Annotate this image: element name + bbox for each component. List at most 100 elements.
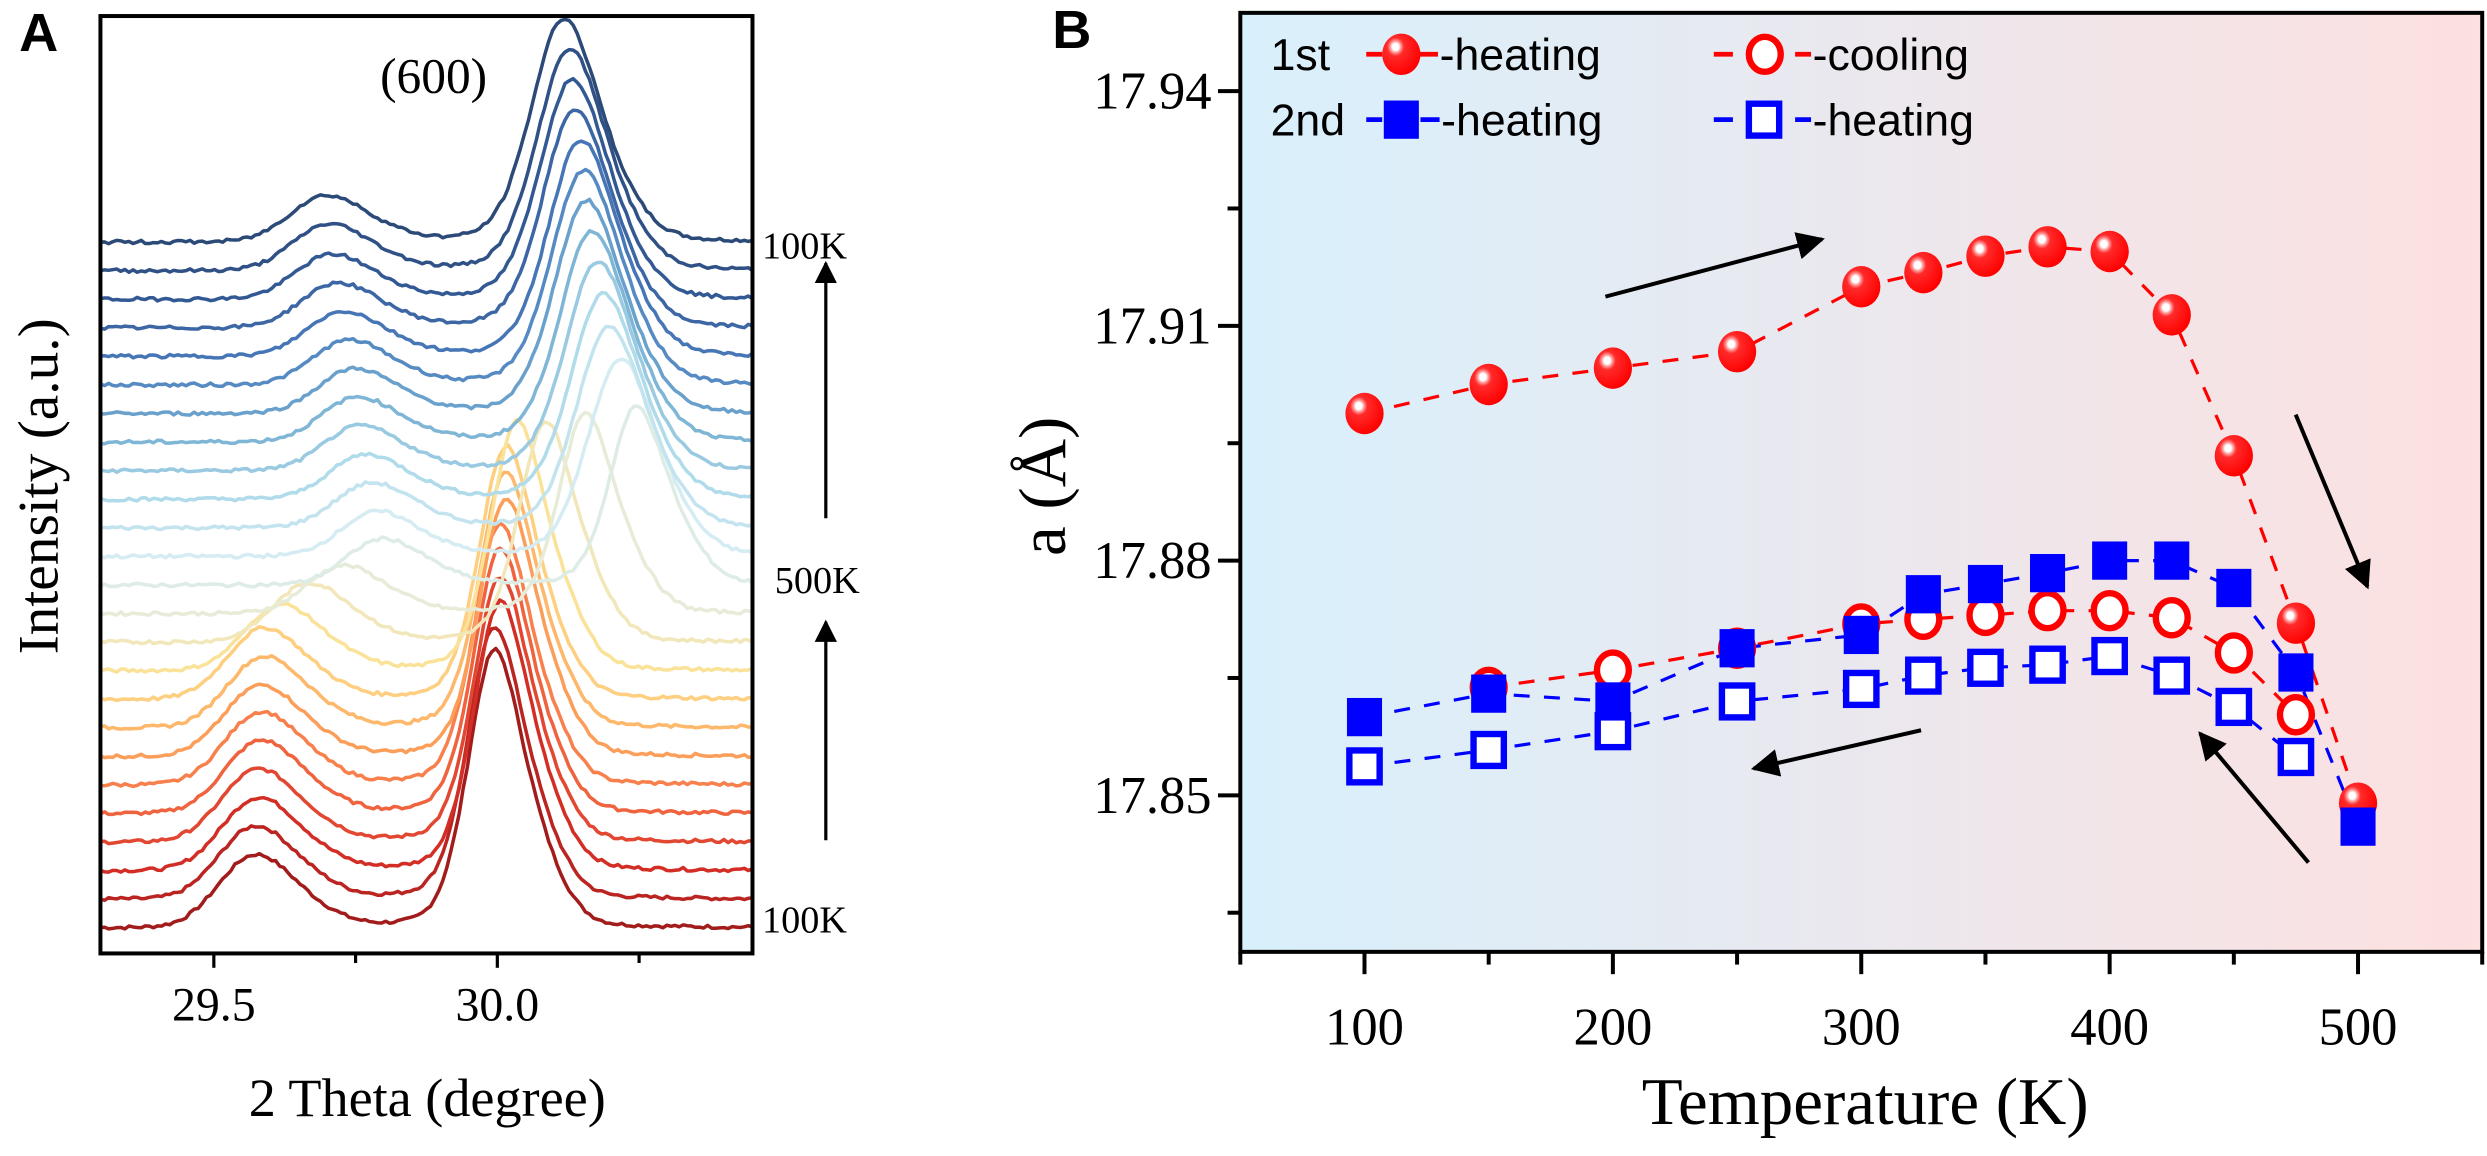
marker-open-square — [2277, 737, 2315, 777]
series-markers — [1345, 226, 2378, 846]
legend-marker-1st-cooling — [1713, 33, 1812, 76]
marker-open-square — [1718, 682, 1756, 721]
legend: 1st 2nd -heating -cooling -heating — [1271, 31, 1974, 145]
legend-row2-label: 2nd — [1271, 97, 1345, 146]
xrd-curve — [99, 167, 753, 389]
x-tick-label: 29.5 — [172, 978, 256, 1031]
xrd-curve — [100, 470, 753, 731]
panel-b: B 100 200 300 400 500 17.85 17.88 17.91 17.94 Te… — [1006, 0, 2485, 1139]
xrd-curve — [99, 404, 754, 589]
y-axis-title-a: Intensity (a.u.) — [7, 318, 70, 654]
marker-filled-square — [1843, 615, 1879, 655]
xrd-curve — [100, 197, 753, 417]
xrd-curve — [100, 47, 754, 274]
marker-filled-circle — [1904, 251, 1943, 294]
marker-open-circle — [2090, 589, 2129, 632]
x-tick-label: 400 — [2070, 998, 2149, 1056]
marker-filled-square — [1967, 564, 2003, 604]
marker-filled-circle — [1345, 392, 1384, 435]
marker-filled-circle — [2214, 435, 2253, 477]
legend-entry-2nd-heating-open: -heating — [1813, 97, 1974, 146]
xrd-curve — [99, 290, 754, 503]
marker-open-square — [2153, 656, 2191, 695]
legend-marker-2nd-heating-filled — [1366, 100, 1440, 139]
marker-filled-circle — [2276, 602, 2316, 644]
marker-filled-square — [1905, 575, 1941, 614]
marker-filled-square — [2278, 653, 2314, 692]
xrd-curve — [99, 598, 754, 874]
y-axis-title-b: a (Å) — [1006, 417, 1080, 556]
x-tick-label: 300 — [1822, 998, 1901, 1056]
xrd-curve — [100, 229, 754, 446]
y-tick-label: 17.85 — [1093, 767, 1211, 825]
marker-filled-circle — [1842, 265, 1881, 308]
marker-filled-circle — [2090, 230, 2129, 273]
marker-filled-circle — [2152, 294, 2191, 336]
xrd-curves — [99, 17, 754, 931]
marker-filled-square — [1595, 682, 1631, 721]
marker-filled-square — [2216, 568, 2252, 608]
marker-open-circle — [2152, 596, 2191, 639]
legend-entry-1st-cooling: -cooling — [1813, 31, 1969, 80]
xrd-curve — [100, 576, 753, 846]
marker-open-square — [1842, 669, 1880, 709]
xrd-curve — [100, 410, 754, 618]
xrd-curve — [100, 260, 753, 475]
marker-filled-circle — [2028, 226, 2067, 268]
marker-filled-square — [2030, 553, 2066, 593]
axis-ticks-b: 100 200 300 400 500 17.85 17.88 17.91 17.94 — [1093, 63, 2485, 1056]
x-tick-label: 500 — [2319, 998, 2398, 1056]
xrd-curve — [100, 646, 753, 931]
x-tick-label: 100 — [1325, 998, 1404, 1056]
xrd-curve — [100, 76, 754, 303]
panel-label-a: A — [19, 3, 58, 63]
panel-label-b: B — [1052, 0, 1091, 60]
xrd-curve — [99, 626, 753, 903]
temp-label-top: 100K — [762, 225, 847, 267]
x-tick-label: 30.0 — [455, 978, 539, 1031]
xrd-curve — [100, 324, 754, 532]
xrd-curve — [100, 108, 754, 331]
xrd-curve — [99, 417, 753, 674]
marker-filled-square — [1346, 697, 1383, 737]
y-tick-label: 17.88 — [1093, 532, 1211, 590]
marker-open-square — [1905, 656, 1942, 695]
xrd-curve — [99, 546, 753, 817]
temp-label-middle: 500K — [775, 560, 860, 602]
plot-background-b — [1240, 12, 2483, 952]
arrow-heating — [1604, 232, 1825, 299]
marker-filled-square — [1471, 674, 1507, 713]
marker-open-square — [1346, 747, 1383, 786]
xrd-curve — [99, 497, 753, 760]
xrd-curve — [100, 139, 754, 360]
x-ticks-a: 29.5 30.0 — [172, 953, 641, 1031]
x-tick-label: 200 — [1573, 998, 1652, 1056]
peak-annotation: (600) — [380, 49, 487, 104]
arrow-left — [1750, 728, 1922, 777]
arrow-cooling-down — [2293, 413, 2371, 590]
legend-entry-1st-heating: -heating — [1440, 31, 1601, 80]
temp-label-bottom: 100K — [762, 900, 847, 942]
legend-entry-2nd-heating: -heating — [1441, 97, 1602, 146]
y-tick-label: 17.91 — [1093, 297, 1211, 355]
panel-a: A 29.5 30.0 (600) 2 Theta (degree) Intens… — [7, 3, 860, 1128]
y-tick-label: 17.94 — [1093, 63, 1211, 121]
arrow-up-left — [2198, 731, 2310, 864]
marker-filled-square — [1719, 629, 1755, 668]
legend-marker-2nd-heating-open — [1713, 100, 1812, 139]
marker-filled-circle — [1966, 235, 2005, 277]
legend-marker-1st-heating — [1366, 33, 1438, 76]
x-axis-title-b: Temperature (K) — [1642, 1065, 2089, 1139]
xrd-curve — [99, 420, 754, 646]
marker-open-square — [2029, 645, 2066, 684]
marker-open-circle — [2214, 632, 2253, 674]
marker-open-circle — [2276, 694, 2316, 736]
xrd-curve — [100, 17, 753, 246]
xrd-curve — [100, 521, 753, 789]
marker-filled-circle — [1593, 347, 1633, 389]
marker-open-square — [1470, 730, 1508, 770]
marker-filled-circle — [1469, 363, 1508, 406]
legend-row1-label: 1st — [1271, 31, 1331, 80]
marker-filled-square — [2092, 541, 2128, 580]
